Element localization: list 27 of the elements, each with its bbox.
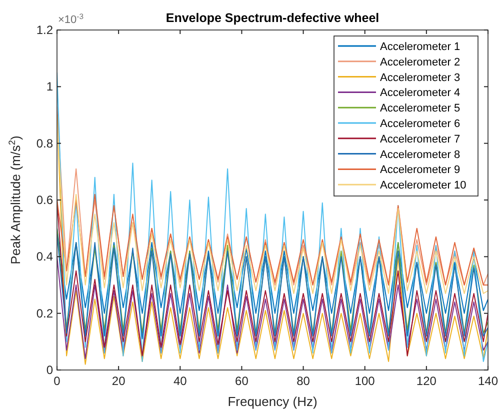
y-tick-label: 1 <box>46 80 54 94</box>
x-tick-label: 60 <box>235 374 249 388</box>
y-tick-label: 0.4 <box>36 250 54 264</box>
legend-label: Accelerometer 1 <box>380 41 460 53</box>
chart-title: Envelope Spectrum-defective wheel <box>166 11 380 25</box>
x-tick-label: 40 <box>173 374 188 388</box>
legend-label: Accelerometer 6 <box>380 118 460 130</box>
legend-label: Accelerometer 9 <box>380 164 460 176</box>
x-axis-title: Frequency (Hz) <box>228 394 318 409</box>
y-tick-label: 0 <box>46 363 54 377</box>
x-tick-label: 140 <box>478 374 498 388</box>
x-tick-label: 120 <box>416 374 437 388</box>
y-tick-label: 0.6 <box>36 193 54 207</box>
legend-label: Accelerometer 4 <box>380 87 460 100</box>
x-tick-label: 20 <box>112 374 126 388</box>
y-tick-label: 1.2 <box>36 23 54 37</box>
legend-label: Accelerometer 7 <box>380 133 460 146</box>
y-tick-label: 0.2 <box>36 306 54 320</box>
text: ×10$^{-3}$ <box>58 12 84 26</box>
x-tick-label: 80 <box>296 374 310 388</box>
y-tick-label: 0.8 <box>36 136 54 150</box>
legend-label: Accelerometer 3 <box>380 72 460 84</box>
legend-label: Accelerometer 8 <box>380 148 460 161</box>
legend-label: Accelerometer 2 <box>380 56 460 68</box>
legend-label: Accelerometer 5 <box>380 102 460 115</box>
x-tick-label: 100 <box>354 374 376 388</box>
legend-label: Accelerometer 10 <box>380 180 466 192</box>
